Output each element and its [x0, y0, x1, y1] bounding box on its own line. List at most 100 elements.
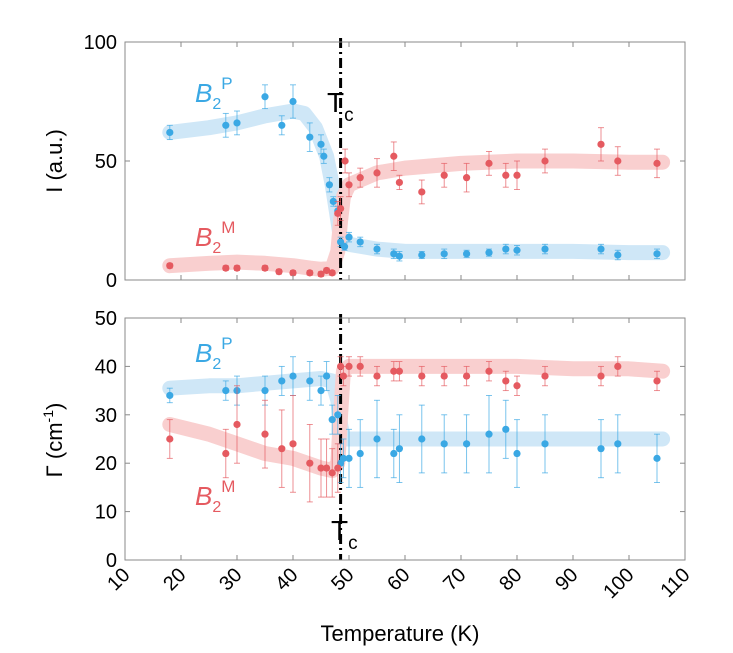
bottom-b2m-point — [328, 469, 336, 477]
x-tick-label: 110 — [656, 564, 694, 602]
bottom-b2m-point — [440, 372, 448, 380]
top-panel: 0 50 100 I (a.u.) Tc B2P B2M — [42, 32, 686, 292]
bottom-panel: 0 10 20 30 40 50 10 20 30 40 50 60 70 80 90 100 110 Γ (… — [40, 308, 695, 646]
bottom-b2p-point — [463, 440, 471, 448]
bottom-b2m-point — [597, 372, 605, 380]
bottom-b2m-point — [278, 445, 286, 453]
bottom-b2m-point — [334, 464, 342, 472]
bottom-b2p-point — [502, 425, 510, 433]
top-b2p-point — [502, 245, 510, 253]
bottom-b2m-point — [323, 464, 331, 472]
top-b2p-point — [418, 251, 426, 259]
bottom-b2p-point — [373, 435, 381, 443]
top-b2p-point — [261, 93, 269, 101]
top-b2p-label: B2P — [195, 74, 233, 113]
bottom-b2p-point — [339, 454, 347, 462]
top-b2m-point — [653, 159, 661, 167]
x-tick-label: 60 — [383, 564, 414, 595]
x-axis-label: Temperature (K) — [321, 621, 480, 646]
bottom-b2m-point — [233, 420, 241, 429]
top-b2p-point — [289, 97, 297, 106]
x-tick-label: 30 — [215, 564, 246, 595]
top-b2m-point — [222, 264, 230, 272]
bottom-b2m-label: B2M — [195, 477, 235, 516]
top-b2p-point — [395, 252, 403, 260]
top-b2m-point — [317, 270, 325, 278]
bottom-y-axis-label: Γ (cm-1) — [40, 403, 67, 478]
top-b2p-point — [278, 121, 286, 129]
top-b2p-point — [541, 245, 549, 253]
x-tick-label: 100 — [599, 564, 638, 603]
top-b2m-point — [440, 171, 448, 179]
x-tick-label: 80 — [495, 564, 526, 595]
top-b2m-point — [166, 262, 174, 270]
bottom-y-tick-label: 30 — [95, 405, 117, 427]
bottom-b2m-point — [345, 362, 353, 370]
bottom-b2p-point — [440, 440, 448, 448]
top-b2m-point — [345, 181, 353, 189]
top-b2m-point — [323, 266, 331, 275]
bottom-b2p-point — [390, 449, 398, 458]
top-b2m-point — [261, 264, 269, 272]
top-b2p-point — [222, 121, 230, 129]
bottom-b2p-point — [541, 440, 549, 448]
top-y-axis-label: I (a.u.) — [42, 129, 67, 193]
x-tick-label: 50 — [327, 564, 358, 595]
bottom-b2p-point — [513, 449, 521, 458]
bottom-b2m-point — [463, 372, 471, 380]
bottom-b2m-point — [485, 367, 493, 375]
bottom-b2p-point — [345, 454, 353, 462]
top-y-tick-label: 100 — [84, 32, 117, 54]
bottom-b2m-point — [339, 372, 347, 380]
bottom-b2m-point — [373, 372, 381, 380]
top-plot-area — [162, 38, 671, 280]
bottom-y-tick-label: 0 — [106, 550, 117, 572]
top-b2p-point — [306, 133, 314, 141]
top-b2m-point — [390, 152, 398, 160]
bottom-plot-area — [162, 314, 671, 560]
top-b2m-point — [356, 174, 364, 182]
top-b2p-point — [485, 249, 493, 257]
bottom-b2p-point — [306, 377, 314, 385]
bottom-b2p-point — [418, 435, 426, 443]
bottom-b2m-point — [166, 435, 174, 443]
bottom-y-tick-label: 50 — [95, 308, 117, 330]
top-b2m-point — [275, 268, 283, 276]
bottom-b2m-point — [317, 464, 325, 472]
bottom-b2p-point — [356, 449, 364, 458]
x-tick-label: 90 — [551, 564, 582, 595]
top-b2m-point — [597, 140, 605, 148]
bottom-b2m-point — [222, 449, 230, 458]
top-b2p-point — [390, 250, 398, 258]
top-b2m-point — [373, 169, 381, 177]
top-b2p-point — [356, 238, 364, 246]
bottom-b2p-point — [614, 440, 622, 448]
bottom-b2m-point — [261, 430, 269, 438]
bottom-b2p-point — [395, 445, 403, 453]
top-b2m-point — [289, 269, 297, 277]
top-y-tick-label: 0 — [106, 270, 117, 292]
top-b2m-point — [541, 157, 549, 165]
bottom-b2p-point — [323, 372, 331, 380]
bottom-b2m-point — [395, 367, 403, 375]
x-tick-label: 40 — [271, 564, 302, 595]
bottom-b2m-trend-band — [162, 358, 671, 478]
bottom-b2p-point — [317, 387, 325, 395]
top-b2p-point — [373, 245, 381, 253]
bottom-y-ticks: 0 10 20 30 40 50 — [95, 308, 685, 572]
top-b2p-point — [320, 152, 328, 160]
top-b2m-point — [328, 269, 336, 277]
bottom-y-tick-label: 20 — [95, 453, 117, 475]
top-b2m-point — [463, 174, 471, 182]
bottom-b2p-point — [278, 377, 286, 385]
top-b2p-point — [440, 250, 448, 258]
top-b2m-point — [502, 171, 510, 179]
bottom-b2p-point — [653, 454, 661, 462]
top-b2p-point — [340, 243, 349, 251]
top-b2p-point — [337, 238, 345, 246]
top-tc-label: Tc — [327, 87, 354, 126]
top-b2p-point — [329, 197, 337, 206]
top-b2p-trend-band — [162, 103, 671, 261]
top-b2p-point — [597, 245, 605, 253]
